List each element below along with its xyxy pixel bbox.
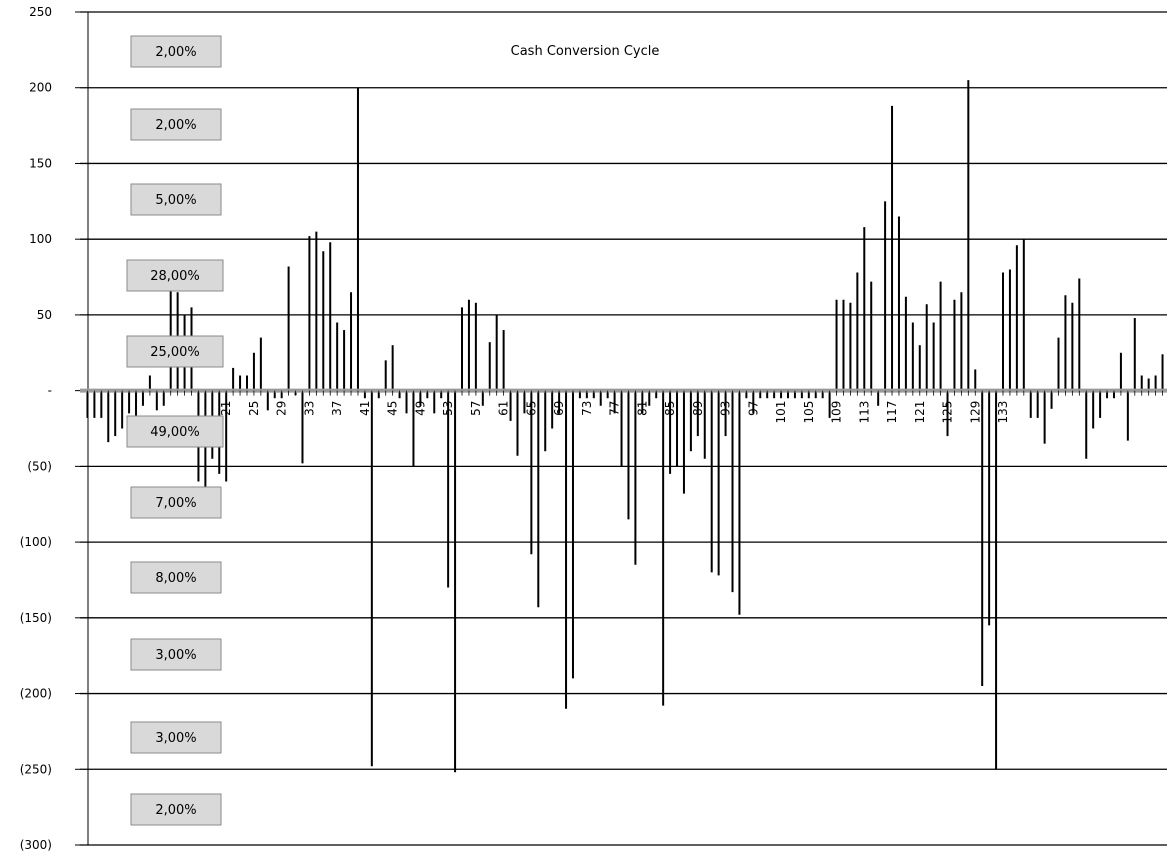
bars	[86, 80, 1164, 773]
percentage-badge-label: 3,00%	[155, 648, 196, 663]
percentage-badge-box	[130, 35, 222, 68]
percentage-badge-label: 25,00%	[150, 345, 200, 360]
x-tick-label: 61	[497, 401, 511, 416]
x-tick-label: 93	[719, 401, 733, 416]
x-tick-label: 89	[691, 401, 705, 416]
x-tick-label: 41	[358, 401, 372, 416]
y-tick-label: (50)	[27, 459, 52, 473]
percentage-badge-label: 2,00%	[155, 118, 196, 133]
percentage-badge-label: 49,00%	[150, 425, 200, 440]
percentage-badge-box	[130, 638, 222, 671]
y-tick-label: (250)	[20, 762, 52, 776]
x-tick-label: 33	[302, 401, 316, 416]
percentage-badge: 3,00%	[130, 638, 222, 671]
percentage-badge: 2,00%	[130, 35, 222, 68]
x-tick-label: 117	[885, 401, 899, 424]
percentage-badge-label: 8,00%	[155, 571, 196, 586]
percentage-badge-label: 2,00%	[155, 803, 196, 818]
percentage-badge: 2,00%	[130, 108, 222, 141]
grid-lines	[80, 11, 1167, 846]
percentage-badge-box	[130, 183, 222, 216]
x-tick-label: 105	[802, 401, 816, 424]
percentage-badge: 7,00%	[130, 486, 222, 519]
percentage-badge-box	[130, 721, 222, 754]
y-tick-label: (150)	[20, 611, 52, 625]
x-tick-label: 29	[275, 401, 289, 416]
x-tick-label: 77	[608, 401, 622, 416]
x-tick-label: 109	[830, 401, 844, 424]
y-tick-label: (100)	[20, 535, 52, 549]
percentage-badge: 25,00%	[126, 335, 224, 368]
percentage-badge-label: 3,00%	[155, 731, 196, 746]
y-tick-label: 250	[29, 5, 52, 19]
percentage-badge: 28,00%	[126, 259, 224, 292]
x-tick-label: 85	[663, 401, 677, 416]
percentage-badges: 2,00% 2,00% 5,00% 28,00% 25,00% 49,00% 7,00% 8,…	[126, 35, 224, 826]
percentage-badge-box	[130, 793, 222, 826]
x-axis: 21 25 29 33 37 41 45 49 53 57 61 65 69 73 77 81 85 89 93 97…	[80, 388, 1167, 424]
x-tick-label: 69	[552, 401, 566, 416]
x-tick-label: 21	[219, 401, 233, 416]
y-tick-label: 150	[29, 156, 52, 170]
percentage-badge-label: 5,00%	[155, 193, 196, 208]
x-tick-label: 57	[469, 401, 483, 416]
percentage-badge-label: 2,00%	[155, 45, 196, 60]
y-tick-label: 50	[37, 308, 52, 322]
x-tick-label: 65	[524, 401, 538, 416]
percentage-badge-box	[126, 415, 224, 448]
x-tick-label: 49	[413, 401, 427, 416]
percentage-badge-box	[126, 259, 224, 292]
percentage-badge: 49,00%	[126, 415, 224, 448]
x-tick-label: 81	[635, 401, 649, 416]
y-axis: 250 200 150 100 50 - (50) (100) (150) (200) (250) (…	[20, 5, 89, 852]
y-tick-label: (300)	[20, 838, 52, 852]
x-tick-label: 37	[330, 401, 344, 416]
percentage-badge-label: 7,00%	[155, 496, 196, 511]
x-tick-label: 125	[941, 401, 955, 424]
x-tick-label: 121	[913, 401, 927, 424]
x-tick-label: 97	[746, 401, 760, 416]
x-tick-label: 53	[441, 401, 455, 416]
x-tick-label: 133	[996, 401, 1010, 424]
percentage-badge-box	[130, 108, 222, 141]
percentage-badge-box	[130, 486, 222, 519]
percentage-badge: 8,00%	[130, 561, 222, 594]
chart-title: Cash Conversion Cycle	[511, 44, 660, 59]
x-tick-label: 73	[580, 401, 594, 416]
percentage-badge-box	[130, 561, 222, 594]
x-tick-label: 25	[247, 401, 261, 416]
percentage-badge-label: 28,00%	[150, 269, 200, 284]
x-tick-label: 101	[774, 401, 788, 424]
percentage-badge-box	[126, 335, 224, 368]
x-tick-label: 129	[968, 401, 982, 424]
y-tick-label: (200)	[20, 687, 52, 701]
y-tick-label: -	[48, 384, 52, 398]
x-tick-label: 45	[386, 401, 400, 416]
percentage-badge: 5,00%	[130, 183, 222, 216]
percentage-badge: 2,00%	[130, 793, 222, 826]
percentage-badge: 3,00%	[130, 721, 222, 754]
x-tick-label: 113	[857, 401, 871, 424]
y-tick-label: 100	[29, 232, 52, 246]
y-tick-label: 200	[29, 81, 52, 95]
